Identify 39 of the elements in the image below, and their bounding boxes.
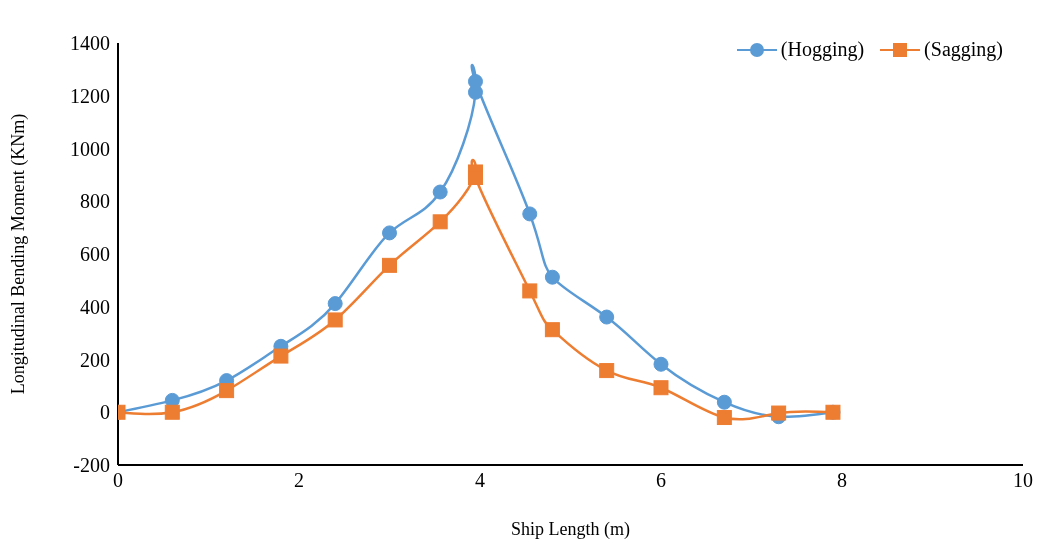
point <box>327 312 343 328</box>
point <box>544 322 560 338</box>
legend-label: (Sagging) <box>924 38 1003 61</box>
point <box>522 283 538 299</box>
legend-label: (Hogging) <box>780 38 865 61</box>
point <box>771 405 787 421</box>
x-tick-label: 6 <box>656 469 666 492</box>
point <box>164 404 180 420</box>
point <box>327 296 343 312</box>
point <box>219 383 235 399</box>
y-tick-label: 400 <box>80 295 110 318</box>
point <box>716 394 732 410</box>
y-tick-label: 200 <box>80 348 110 371</box>
y-tick-label: 1000 <box>70 137 110 160</box>
x-tick-label: 4 <box>475 469 485 492</box>
point <box>653 356 669 372</box>
y-axis-title: Longitudinal Bending Moment (KNm) <box>8 113 30 395</box>
y-tick-label: 800 <box>80 190 110 213</box>
x-axis-title: Ship Length (m) <box>511 519 630 540</box>
point <box>544 269 560 285</box>
y-tick-label: 1400 <box>70 32 110 55</box>
point <box>382 257 397 273</box>
point <box>599 309 615 325</box>
point <box>716 410 732 426</box>
x-tick-label: 8 <box>837 469 847 492</box>
x-tick-label: 10 <box>1013 469 1033 492</box>
point <box>382 225 397 241</box>
point <box>522 206 538 222</box>
point <box>653 380 669 396</box>
point <box>432 214 448 230</box>
point <box>432 184 448 200</box>
y-tick-label: 1200 <box>70 84 110 107</box>
y-tick-label: 600 <box>80 243 110 266</box>
y-tick-label: 0 <box>100 401 110 424</box>
point <box>273 348 289 364</box>
point <box>599 363 615 379</box>
x-tick-label: 2 <box>294 469 304 492</box>
y-tick-label: -200 <box>73 454 110 477</box>
point <box>467 170 483 186</box>
